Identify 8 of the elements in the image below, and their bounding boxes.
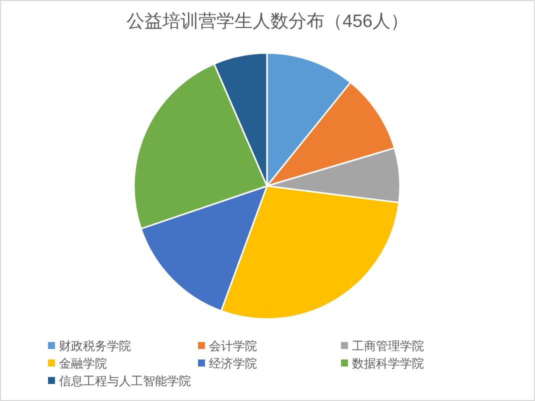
legend-label: 数据科学学院 [352, 356, 424, 370]
chart-title: 公益培训营学生人数分布（456人） [126, 11, 409, 31]
legend-label: 工商管理学院 [352, 339, 424, 353]
legend-label: 信息工程与人工智能学院 [59, 374, 191, 388]
legend-label: 经济学院 [209, 356, 257, 370]
legend-label: 会计学院 [209, 339, 257, 353]
legend-label: 金融学院 [59, 356, 107, 370]
legend-label: 财政税务学院 [59, 339, 131, 353]
